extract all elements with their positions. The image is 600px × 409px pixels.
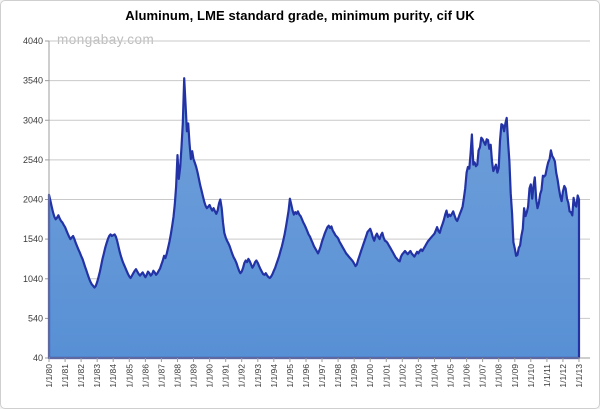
x-axis-label: 1/1/89 [189, 364, 199, 388]
y-axis-label: 3540 [23, 76, 43, 86]
x-axis-label: 1/1/88 [173, 364, 183, 388]
x-axis-label: 1/1/96 [301, 364, 311, 388]
x-axis-label: 1/1/84 [108, 364, 118, 388]
x-axis-label: 1/1/87 [156, 364, 166, 388]
x-axis-label: 1/1/98 [333, 364, 343, 388]
x-axis-label: 1/1/95 [285, 364, 295, 388]
x-axis-label: 1/1/82 [76, 364, 86, 388]
x-axis-label: 1/1/90 [205, 364, 215, 388]
x-axis-label: 1/1/99 [349, 364, 359, 388]
x-axis-label: 1/1/86 [140, 364, 150, 388]
x-axis-label: 1/1/12 [558, 364, 568, 388]
x-axis-label: 1/1/83 [92, 364, 102, 388]
y-axis-label: 2040 [23, 195, 43, 205]
x-axis-label: 1/1/92 [237, 364, 247, 388]
x-axis-label: 1/1/10 [526, 364, 536, 388]
x-axis-label: 1/1/07 [478, 364, 488, 388]
x-axis-label: 1/1/97 [317, 364, 327, 388]
x-axis-label: 1/1/06 [462, 364, 472, 388]
y-axis-label: 1040 [23, 274, 43, 284]
x-axis-label: 1/1/13 [574, 364, 584, 388]
y-axis-label: 4040 [23, 36, 43, 46]
x-axis-label: 1/1/02 [397, 364, 407, 388]
x-axis-label: 1/1/05 [446, 364, 456, 388]
x-axis-label: 1/1/01 [381, 364, 391, 388]
x-axis-label: 1/1/11 [542, 364, 552, 387]
chart-title: Aluminum, LME standard grade, minimum pu… [125, 8, 475, 23]
x-axis-label: 1/1/94 [269, 364, 279, 388]
x-axis-label: 1/1/08 [494, 364, 504, 388]
x-axis-label: 1/1/09 [510, 364, 520, 388]
watermark: mongabay.com [57, 32, 155, 47]
x-axis-label: 1/1/04 [430, 364, 440, 388]
x-axis-label: 1/1/81 [60, 364, 70, 388]
x-axis-label: 1/1/80 [44, 364, 54, 388]
y-axis-label: 40 [33, 353, 43, 363]
x-axis-label: 1/1/00 [365, 364, 375, 388]
x-axis-label: 1/1/91 [221, 364, 231, 388]
x-axis-label: 1/1/85 [124, 364, 134, 388]
y-axis-label: 1540 [23, 234, 43, 244]
y-axis-label: 2540 [23, 155, 43, 165]
x-axis-label: 1/1/93 [253, 364, 263, 388]
y-axis-label: 3040 [23, 115, 43, 125]
y-axis-label: 540 [28, 313, 43, 323]
price-area-series [47, 77, 581, 360]
x-axis-label: 1/1/03 [413, 364, 423, 388]
